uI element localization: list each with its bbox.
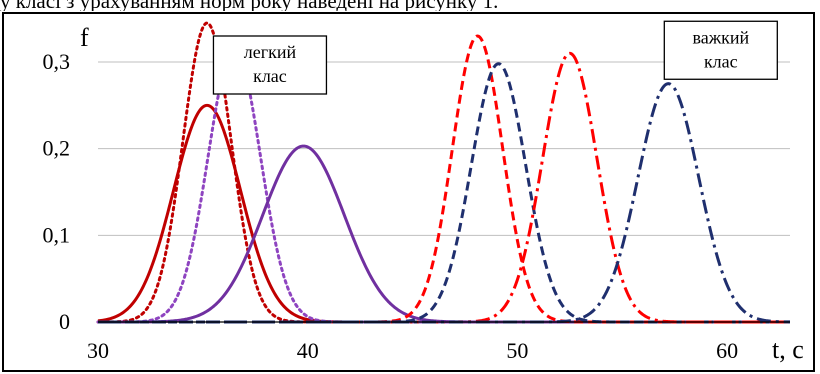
x-tick-label-1: 40 xyxy=(297,338,319,363)
series-line-4 xyxy=(98,144,790,324)
annotation-border-2 xyxy=(663,20,778,80)
x-tick-label-0: 30 xyxy=(87,338,109,363)
series-line-3 xyxy=(96,47,792,324)
y-tick-label-3: 0,3 xyxy=(43,49,71,74)
y-tick-label-0: 0 xyxy=(59,309,70,334)
annotation-text-2-1: важкий xyxy=(692,27,749,47)
annotation-box-2: важкий клас xyxy=(663,20,778,80)
annotation-border-1 xyxy=(212,35,328,95)
annotation-text-1-2: клас xyxy=(253,66,287,86)
annotation-text-2-2: клас xyxy=(704,51,738,71)
y-tick-label-1: 0,1 xyxy=(43,222,71,247)
y-tick-label-2: 0,2 xyxy=(43,136,71,161)
x-axis-label: t, с xyxy=(772,335,804,364)
caption-text: у класі з урахуванням норм року наведені… xyxy=(0,0,820,11)
annotation-box-1: легкий клас xyxy=(212,35,328,95)
tick-labels: 0 0,1 0,2 0,3 30 40 50 60 xyxy=(43,49,739,363)
x-tick-label-3: 60 xyxy=(716,338,738,363)
annotation-text-1-1: легкий xyxy=(244,42,297,62)
annotation-boxes: легкий клас важкий клас xyxy=(212,20,778,95)
series-line-8 xyxy=(98,82,791,324)
x-tick-label-2: 50 xyxy=(506,338,528,363)
y-axis-label: f xyxy=(80,23,89,52)
